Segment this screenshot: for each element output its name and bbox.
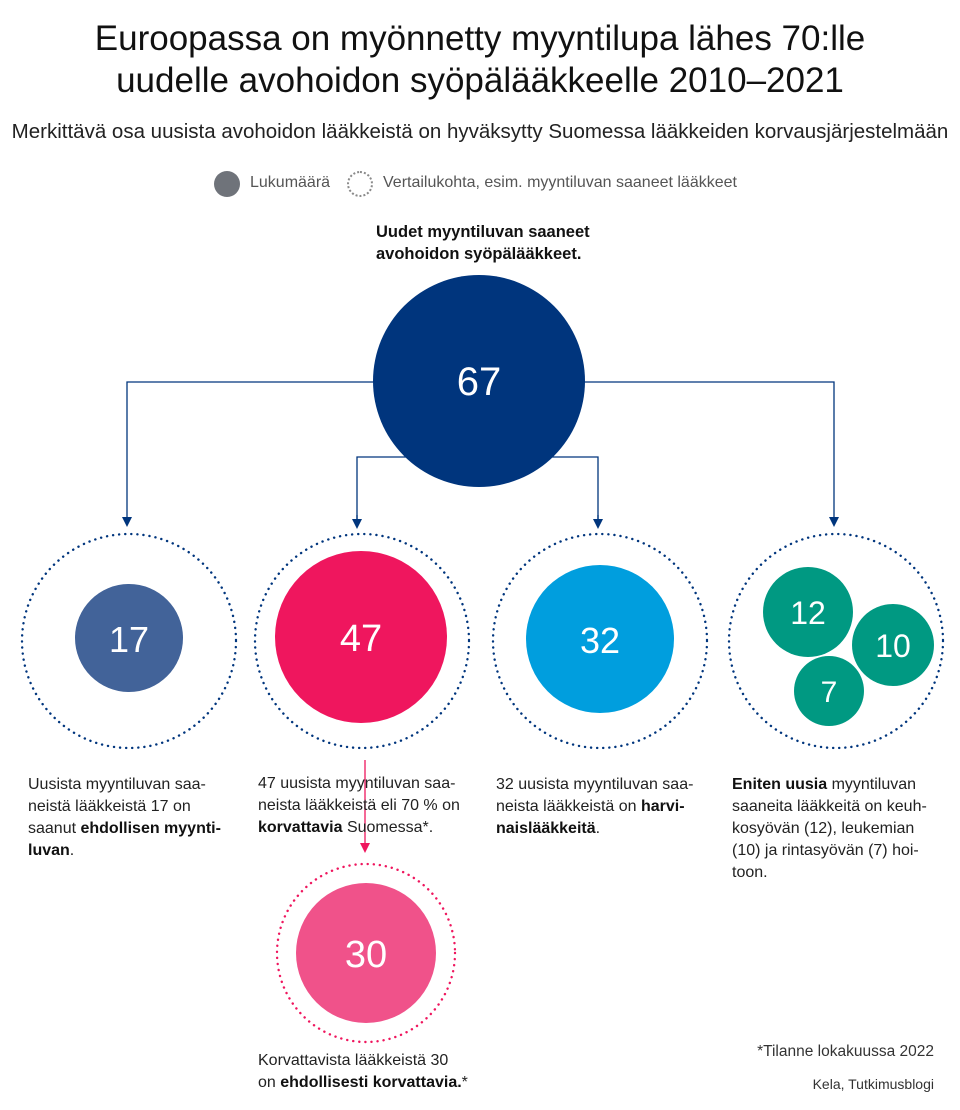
- rare-circle: [526, 565, 674, 713]
- top-node-label-line-2: avohoidon syöpälääkkeet.: [376, 245, 582, 263]
- desc-text: on: [258, 1074, 281, 1091]
- desc-line: on ehdollisesti korvattavia.*: [258, 1072, 468, 1094]
- desc-line: luvan.: [28, 840, 221, 862]
- legend-dotted-circle-icon: [347, 171, 373, 197]
- top-node-label: Uudet myyntiluvan saaneet avohoidon syöp…: [376, 221, 590, 265]
- desc-text: Suomessa*.: [342, 819, 434, 836]
- desc-line: Korvattavista lääkkeistä 30: [258, 1052, 449, 1069]
- desc-line: neistä lääkkeistä 17 on: [28, 798, 191, 815]
- top-node-value: 67: [457, 360, 502, 404]
- leukemia-circle: [852, 604, 934, 686]
- reference-circle-rare: [491, 532, 709, 750]
- connector-to-conditional: [122, 381, 376, 527]
- leukemia-value: 10: [875, 628, 911, 664]
- reference-circle-cond-reimbursed: [275, 862, 457, 1044]
- most-new-description: Eniten uusia myyntiluvan saaneita lääkke…: [732, 774, 927, 884]
- rare-description: 32 uusista myyntiluvan saa- neista lääkk…: [496, 774, 693, 840]
- desc-emphasis: ehdollisesti korvattavia.: [280, 1074, 462, 1091]
- desc-line: kosyövän (12), leukemian: [732, 820, 915, 837]
- legend: Lukumäärä Vertailukohta, esim. myyntiluv…: [0, 171, 960, 201]
- top-node-circle: [373, 275, 585, 487]
- desc-line: korvattavia Suomessa*.: [258, 817, 460, 839]
- footnote: *Tilanne lokakuussa 2022: [757, 1043, 934, 1060]
- page-title: Euroopassa on myönnetty myyntilupa lähes…: [0, 18, 960, 102]
- cond-reimbursed-circle: [296, 883, 436, 1023]
- breast-cancer-circle: [794, 656, 864, 726]
- cond-reimbursed-value: 30: [345, 934, 387, 976]
- desc-emphasis: korvattavia: [258, 819, 343, 836]
- desc-line: 32 uusista myyntiluvan saa-: [496, 776, 694, 793]
- top-node-label-line-1: Uudet myyntiluvan saaneet: [376, 223, 590, 241]
- desc-line: 47 uusista myyntiluvan saa-: [258, 775, 456, 792]
- reference-circle-reimbursed: [253, 532, 471, 750]
- desc-line: Eniten uusia myyntiluvan: [732, 774, 927, 796]
- reimbursed-value: 47: [340, 618, 382, 660]
- desc-line: saaneita lääkkeitä on keuh-: [732, 798, 927, 815]
- desc-line: saanut ehdollisen myynti-: [28, 818, 221, 840]
- reference-circle-most-new: [727, 532, 945, 750]
- connector-to-most-new: [583, 381, 839, 527]
- source-credit: Kela, Tutkimusblogi: [812, 1076, 934, 1092]
- conditional-value: 17: [109, 619, 149, 660]
- desc-text: *: [461, 1074, 468, 1091]
- desc-line: neista lääkkeistä on harvi-: [496, 796, 693, 818]
- desc-line: Uusista myyntiluvan saa-: [28, 776, 206, 793]
- lung-cancer-circle: [763, 567, 853, 657]
- desc-line: (10) ja rintasyövän (7) hoi-: [732, 842, 919, 859]
- legend-reference-label: Vertailukohta, esim. myyntiluvan saaneet…: [383, 174, 737, 191]
- reimbursed-description: 47 uusista myyntiluvan saa- neista lääkk…: [258, 773, 460, 839]
- conditional-description: Uusista myyntiluvan saa- neistä lääkkeis…: [28, 774, 221, 862]
- lung-cancer-value: 12: [790, 595, 826, 631]
- cond-reimbursed-description: Korvattavista lääkkeistä 30 on ehdollise…: [258, 1050, 468, 1094]
- breast-cancer-value: 7: [821, 676, 838, 709]
- desc-text: .: [69, 842, 75, 859]
- desc-emphasis: Eniten uusia: [732, 776, 828, 793]
- desc-text: saanut: [28, 820, 81, 837]
- desc-emphasis: harvi-: [640, 798, 685, 815]
- desc-text: myyntiluvan: [827, 776, 917, 793]
- title-line-2: uudelle avohoidon syöpälääkkeelle 2010–2…: [116, 61, 844, 100]
- reimbursed-circle: [275, 551, 447, 723]
- desc-text: .: [595, 820, 601, 837]
- legend-solid-circle-icon: [214, 171, 240, 197]
- desc-emphasis: naislääkkeitä: [496, 820, 596, 837]
- page-subtitle: Merkittävä osa uusista avohoidon lääkkei…: [11, 120, 949, 143]
- reference-circle-conditional: [20, 532, 238, 750]
- desc-line: neista lääkkeistä eli 70 % on: [258, 797, 460, 814]
- desc-emphasis: luvan: [28, 842, 70, 859]
- desc-line: toon.: [732, 864, 768, 881]
- title-line-1: Euroopassa on myönnetty myyntilupa lähes…: [94, 19, 866, 58]
- conditional-circle: [75, 584, 183, 692]
- rare-value: 32: [580, 620, 620, 661]
- desc-text: neista lääkkeistä on: [496, 798, 641, 815]
- legend-count-label: Lukumäärä: [250, 174, 331, 191]
- desc-line: naislääkkeitä.: [496, 818, 693, 840]
- desc-emphasis: ehdollisen myynti-: [80, 820, 221, 837]
